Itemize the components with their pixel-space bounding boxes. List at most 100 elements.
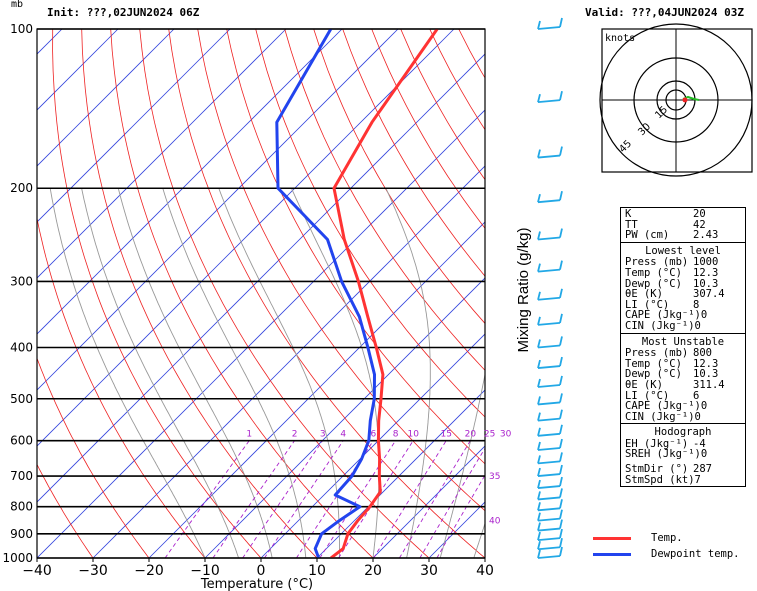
index-name: LI (°C) [625,298,670,311]
temperature-tick-label: 30 [420,563,438,579]
index-value: 2.43 [693,229,719,242]
index-name: Dewp (°C) [625,277,682,290]
wind-barb [537,260,563,273]
isotherm-line [92,165,485,558]
index-name: Dewp (°C) [625,368,682,381]
hodograph-label: knots [605,33,635,44]
dry-adiabat-line [37,463,94,558]
index-name: TT [625,218,638,231]
index-value: 0 [700,400,708,413]
wind-barb [537,288,563,301]
temperature-tick-label: −30 [78,563,108,579]
dry-adiabat-line [81,29,318,558]
isotherm-line [37,29,343,335]
hodograph-index-row: EH (Jkg⁻¹) -4 [625,439,741,450]
temperature-profile [330,29,439,558]
legend-label-temp: Temp. [651,532,683,544]
index-name: CAPE (Jkg⁻¹) [625,400,701,413]
mixing-ratio-label: 15 [440,430,451,440]
index-value: 287 [693,463,712,476]
lowest-level-row: LI (°C) 8 [625,300,741,311]
most-unstable-title: Most Unstable [641,335,725,348]
mixing-ratio-label: 1 [246,430,252,440]
moist-adiabat-line [81,188,240,558]
dry-adiabat-line [110,29,374,558]
wind-barb [537,90,563,104]
index-value: 10.3 [693,277,719,290]
temperature-tick-label: 10 [308,563,326,579]
lowest-level-row: Dewp (°C) 10.3 [625,277,741,290]
mixing-ratio-line [242,440,324,558]
basic-index-row: K 20 [625,209,741,220]
pressure-tick-label: 400 [10,340,33,354]
wind-barb [537,228,563,241]
pressure-tick-label: 500 [10,392,33,406]
wind-barb [537,393,563,406]
hodograph-indices-box: Hodograph EH (Jkg⁻¹) -4 SREH (Jkg⁻¹) 0 StmD… [620,424,746,488]
index-name: CIN (Jkg⁻¹) [625,410,695,423]
lowest-level-box: Lowest level Press (mb) 1000 Temp (°C) 12.3… [620,242,746,334]
pressure-tick-label: 600 [10,434,33,448]
dry-adiabat-line [342,29,485,277]
mixing-ratio-labels: 1 2 3 4 6 8 10 15 20 25 30 35 40 [246,430,511,527]
mixing-ratio-label: 2 [292,430,298,440]
wind-barb [537,476,563,489]
lowest-level-row: CAPE (Jkg⁻¹) 0 [625,310,741,321]
isotherm-line [37,29,175,167]
wind-barb [537,488,563,501]
mixing-ratio-label: 30 [500,430,512,440]
index-value: -4 [693,437,706,450]
mixing-ratio-label: 8 [393,430,399,440]
temperature-tick-label: −10 [190,563,220,579]
most-unstable-row: CIN (Jkg⁻¹) 0 [625,412,741,423]
most-unstable-row: Temp (°C) 12.3 [625,359,741,370]
isotherm-line [260,333,485,558]
init-time: Init: ???,02JUN2024 06Z [47,6,200,19]
pressure-tick-label: 800 [10,500,33,514]
mixing-ratio-line [212,440,295,558]
index-value: 12.3 [693,266,719,279]
index-value: 800 [693,347,712,360]
temperature-tick-label: −40 [22,563,52,579]
index-name: θE (K) [625,378,663,391]
index-name: CAPE (Jkg⁻¹) [625,309,701,322]
wind-barb [537,546,563,559]
isotherm-line [316,389,485,558]
sounding-profiles [275,29,439,558]
pressure-tick-label: 900 [10,527,33,541]
index-value: 6 [693,389,700,402]
temperature-tick-label: −20 [134,563,164,579]
most-unstable-box: Most Unstable Press (mb) 800 Temp (°C) 12.3… [620,333,746,425]
dry-adiabat-line [226,29,485,465]
legend-swatch-temp [593,536,631,540]
wind-barb [537,452,563,465]
pressure-tick-label: 300 [10,274,33,288]
moist-adiabat-line [162,188,307,558]
lowest-level-row: Press (mb) 1000 [625,257,741,268]
index-name: StmSpd (kt) [625,473,695,486]
isotherm-line [372,445,485,558]
mixing-ratio-label: 3 [320,430,326,440]
index-name: θE (K) [625,288,663,301]
mixing-ratio-line [436,474,485,558]
plot-frame [36,28,486,559]
indices-panel: K 20 TT 42 PW (cm) 2.43 Lowest level Press (m… [620,207,746,488]
storm-motion-marker [682,97,688,103]
isotherm-line [37,109,485,558]
pressure-tick-label: 200 [10,181,33,195]
wind-barb [537,375,563,388]
wind-barb [537,499,563,512]
pressure-tick-label: 100 [10,22,33,36]
wind-barb [537,528,563,541]
wind-barb [537,190,563,204]
lowest-level-row: CIN (Jkg⁻¹) 0 [625,321,741,332]
index-value: 7 [694,473,701,486]
wind-barbs [537,17,563,559]
dry-adiabat-line [37,216,206,558]
moist-adiabat-line [117,188,273,558]
mixing-ratio-axis-label: Mixing Ratio (g/kg) [515,227,532,352]
isotherm-line [37,29,455,447]
